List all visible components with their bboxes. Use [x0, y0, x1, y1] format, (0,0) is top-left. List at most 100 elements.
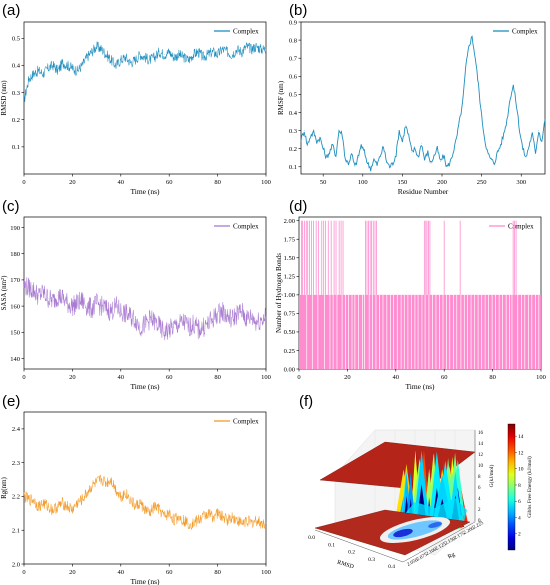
data-point: [303, 130, 305, 131]
data-point: [193, 523, 194, 524]
data-point: [351, 153, 353, 155]
data-point: [528, 144, 530, 146]
data-point: [300, 139, 302, 140]
data-point: [202, 516, 204, 518]
data-point: [236, 313, 238, 315]
data-point: [86, 492, 88, 494]
data-point: [159, 326, 160, 328]
data-point: [231, 516, 233, 518]
data-point: [386, 161, 387, 162]
y-tick-label: 170: [10, 277, 20, 284]
data-point: [23, 100, 25, 102]
data-point: [354, 166, 356, 168]
data-point: [376, 164, 378, 166]
data-point: [417, 157, 419, 159]
data-point: [484, 139, 486, 140]
data-point: [226, 316, 228, 317]
data-point: [506, 119, 508, 121]
data-point: [379, 155, 381, 157]
data-point: [67, 303, 68, 304]
colorbar-tick-label: 4: [518, 515, 521, 521]
data-point: [430, 162, 432, 164]
y-tick-label: 0.7: [289, 55, 298, 62]
data-point: [503, 133, 505, 135]
x-tick-label: 60: [166, 179, 173, 186]
hbonds-chart: 0 20 40 60 80 100 0.00 0.25 0.50 0.75 1.00 1.25 1.50…: [275, 216, 546, 391]
data-point: [226, 519, 228, 521]
data-point: [405, 124, 406, 126]
data-point: [154, 321, 155, 323]
y-tick-label: 1.75: [284, 237, 295, 244]
data-point: [135, 506, 136, 507]
colorbar-tick-label: 6: [518, 499, 521, 505]
data-point: [173, 519, 175, 521]
data-point: [86, 305, 88, 307]
data-point: [149, 318, 151, 320]
rmsd-axis: [314, 529, 404, 563]
x-axis-label: Residue Number: [398, 187, 449, 196]
x-tick-label: 80: [214, 374, 221, 381]
plot-frame: [300, 21, 546, 175]
x-tick-label: 100: [261, 569, 271, 576]
z-axis-label: G(kJ/mol): [488, 465, 495, 488]
data-point: [164, 332, 165, 333]
rg-tick-label: 2.225: [472, 521, 485, 531]
data-point: [52, 509, 54, 511]
x-tick-label: 100: [358, 179, 368, 186]
data-point: [154, 56, 155, 58]
colorbar-tick-label: 14: [518, 434, 524, 440]
data-point: [38, 295, 39, 296]
data-point: [62, 62, 64, 64]
data-point: [389, 166, 391, 168]
series-line: [23, 474, 267, 530]
y-tick-label: 0.5: [289, 92, 297, 99]
data-point: [173, 56, 175, 58]
data-point: [183, 519, 185, 521]
data-point: [52, 300, 54, 302]
data-point: [217, 513, 218, 514]
data-point: [110, 59, 112, 61]
y-tick-label: 1.25: [284, 274, 295, 281]
data-point: [236, 519, 238, 521]
x-tick-label: 20: [69, 569, 76, 576]
rmsd-tick-label: 0.4: [388, 564, 395, 570]
data-point: [341, 133, 343, 135]
y-tick-label: 180: [10, 251, 20, 258]
data-point: [307, 144, 308, 146]
rg-axis: [402, 521, 476, 563]
data-point: [427, 151, 429, 153]
data-point: [144, 509, 146, 511]
x-tick-label: 200: [437, 179, 447, 186]
colorbar: [507, 423, 516, 551]
x-tick-label: 20: [69, 374, 76, 381]
y-axis-label: RMSD (nm): [0, 80, 8, 116]
data-point: [241, 51, 243, 53]
data-point: [43, 502, 44, 504]
data-point: [72, 509, 73, 511]
data-point: [452, 151, 454, 153]
data-point: [525, 157, 527, 159]
data-point: [251, 523, 252, 524]
series-line: [300, 35, 546, 172]
plot-frame: [23, 21, 267, 175]
data-point: [101, 305, 102, 307]
legend-label: Complex: [233, 223, 259, 231]
y-tick-label: 1.50: [284, 255, 295, 262]
x-tick-label: 40: [118, 374, 125, 381]
data-point: [23, 284, 25, 286]
data-point: [91, 486, 93, 487]
data-point: [471, 36, 473, 37]
data-point: [440, 161, 441, 162]
data-point: [212, 51, 214, 53]
data-point: [217, 54, 218, 55]
y-tick-label: 0.75: [284, 311, 295, 318]
data-point: [33, 73, 34, 74]
rg-tick-label: 2.200: [463, 526, 476, 536]
data-point: [367, 162, 368, 164]
y-tick-label: 0.3: [289, 128, 297, 135]
legend-label: Complex: [512, 28, 538, 36]
data-point: [478, 85, 479, 86]
data-point: [188, 59, 189, 61]
sasa-chart: 0 20 40 60 80 100 140 150 160 170 180 190 Time (ns) S…: [0, 216, 271, 391]
data-point: [168, 329, 170, 330]
